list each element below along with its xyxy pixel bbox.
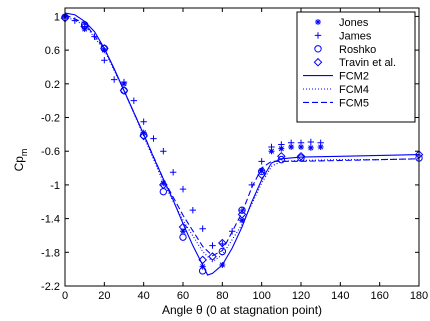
- legend-label: FCM4: [339, 84, 369, 96]
- legend-entry-fcm4: FCM4: [303, 84, 369, 96]
- y-tick-label: 0.6: [45, 45, 60, 57]
- jones-point: [317, 144, 324, 150]
- legend-entry-travin-et-al: Travin et al.: [313, 57, 396, 69]
- y-axis-label-main: Cp: [12, 156, 26, 172]
- james-point: [258, 158, 265, 165]
- travin-et-al-point: [119, 86, 129, 95]
- x-tick-label: 40: [138, 290, 150, 302]
- travin-et-al-point: [218, 238, 227, 248]
- travin-et-al-point: [178, 222, 188, 232]
- jones-point: [160, 180, 167, 187]
- legend-label: Jones: [339, 17, 369, 29]
- legend-label: FCM5: [339, 97, 369, 109]
- jones-point: [268, 148, 275, 155]
- x-tick-label: 180: [410, 290, 428, 302]
- travin-et-al-point: [80, 22, 89, 31]
- travin-et-al-point: [237, 210, 247, 219]
- james-point: [278, 141, 285, 148]
- travin-et-al-point: [277, 151, 286, 161]
- x-tick-label: 120: [292, 290, 310, 302]
- jones-point: [199, 263, 206, 270]
- fcm5-line: [64, 14, 420, 257]
- legend-swatch: [314, 32, 322, 39]
- y-tick-label: -1: [50, 180, 60, 192]
- x-axis-label: Angle θ (0 at stagnation point): [162, 303, 322, 317]
- travin-et-al-point: [208, 252, 217, 261]
- travin-et-al-point: [100, 44, 109, 53]
- legend-label: Roshko: [339, 44, 376, 56]
- y-tick-label: -1.4: [41, 214, 60, 226]
- travin-et-al-point: [296, 151, 306, 161]
- legend-box: [296, 11, 416, 123]
- series-james: [61, 14, 324, 249]
- james-point: [120, 78, 128, 86]
- james-point: [199, 225, 206, 232]
- x-tick-label: 0: [62, 290, 68, 302]
- jones-point: [288, 144, 295, 150]
- jones-point: [239, 217, 245, 224]
- james-point: [307, 138, 315, 146]
- x-tick-label: 100: [252, 290, 270, 302]
- jones-point: [101, 47, 108, 54]
- legend-swatch: [313, 57, 323, 67]
- plot-frame: [64, 7, 420, 287]
- legend-swatch: [315, 19, 321, 25]
- y-tick-label: -0.2: [41, 113, 60, 125]
- james-point: [150, 135, 157, 142]
- travin-et-al-point: [139, 131, 148, 141]
- jones-point: [278, 145, 285, 152]
- legend-label: FCM2: [339, 71, 369, 83]
- roshko-point: [218, 247, 227, 256]
- y-axis-label-sub: m: [19, 149, 29, 157]
- legend-entry-roshko: Roshko: [314, 44, 376, 56]
- roshko-point: [238, 206, 246, 214]
- x-tick-label: 140: [331, 290, 349, 302]
- axis-ticks: 0 20 40 60 80 100 120 140 160 180 1 0.6 0.2 -0.2 -0.6 -…: [41, 8, 428, 302]
- series-fcm5: [64, 14, 420, 257]
- roshko-point: [179, 233, 187, 241]
- legend-label: James: [339, 30, 372, 42]
- james-point: [189, 206, 197, 214]
- x-tick-label: 60: [177, 290, 189, 302]
- james-point: [179, 185, 187, 193]
- travin-et-al-point: [257, 170, 266, 180]
- y-tick-label: -1.8: [41, 247, 60, 259]
- x-tick-label: 160: [370, 290, 388, 302]
- series-layer: [60, 12, 424, 276]
- james-point: [209, 242, 216, 249]
- legend-entry-jones: Jones: [315, 17, 369, 29]
- james-point: [140, 118, 147, 125]
- james-point: [101, 57, 108, 64]
- x-tick-label: 80: [216, 290, 228, 302]
- y-tick-label: 0.2: [45, 79, 60, 91]
- y-tick-label: 1: [54, 11, 60, 23]
- y-tick-label: -2.2: [41, 281, 60, 293]
- jones-point: [307, 144, 314, 151]
- jones-point: [298, 144, 304, 150]
- james-point: [130, 97, 138, 104]
- james-point: [268, 143, 275, 151]
- y-axis-label: Cpm: [12, 149, 29, 172]
- legend-entry-fcm2: FCM2: [303, 71, 369, 83]
- james-point: [160, 148, 167, 155]
- james-point: [287, 139, 295, 146]
- james-point: [317, 139, 324, 146]
- legend-label: Travin et al.: [339, 57, 396, 69]
- travin-et-al-point: [198, 255, 207, 265]
- y-tick-label: -0.6: [41, 146, 60, 158]
- x-tick-label: 20: [98, 290, 110, 302]
- james-point: [110, 76, 118, 83]
- legend-entry-fcm5: FCM5: [303, 97, 369, 109]
- legend-swatch: [314, 45, 322, 53]
- james-point: [228, 228, 236, 235]
- legend-entry-james: James: [314, 30, 372, 42]
- james-point: [169, 169, 177, 176]
- james-point: [297, 139, 305, 146]
